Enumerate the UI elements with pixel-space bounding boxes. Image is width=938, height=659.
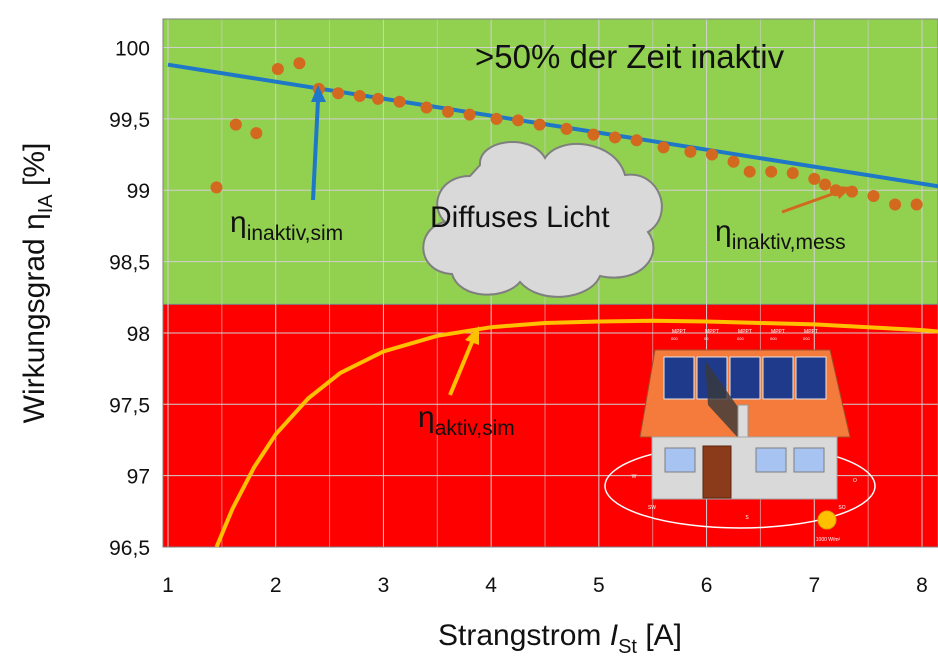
- label-inaktiv-mess: ηinaktiv,mess: [715, 215, 846, 254]
- data-point: [271, 62, 284, 75]
- x-tick-labels: 1 2 3 4 5 6 7 8: [162, 574, 928, 597]
- data-point: [293, 57, 306, 70]
- data-point: [490, 112, 503, 125]
- compass-label: O: [853, 478, 857, 484]
- data-point: [512, 114, 525, 127]
- data-point: [229, 118, 242, 131]
- data-point: [786, 167, 799, 180]
- compass-label: W: [632, 474, 637, 480]
- x-axis-label: Strangstrom ISt [A]: [438, 619, 682, 658]
- data-point: [609, 131, 622, 144]
- compass-label: S: [745, 515, 749, 521]
- data-point: [250, 127, 263, 140]
- data-point: [819, 178, 832, 191]
- arrowhead-inaktiv-mess: [834, 186, 852, 199]
- x-tick-label: 7: [808, 574, 820, 597]
- door: [702, 445, 732, 499]
- data-point: [560, 122, 573, 135]
- x-tick-label: 5: [593, 574, 605, 597]
- data-point: [684, 145, 697, 158]
- arrowhead-inaktiv-sim: [311, 85, 326, 102]
- y-axis-label: Wirkungsgrad ηIA [%]: [18, 143, 57, 424]
- panel-sublabel: 000: [737, 336, 744, 341]
- y-tick-label: 96,5: [109, 537, 150, 560]
- panel-label: MPPT: [738, 329, 752, 335]
- data-point: [420, 101, 433, 114]
- label-inaktiv-sim: ηinaktiv,sim: [230, 206, 343, 245]
- panel-sublabel: 000: [770, 336, 777, 341]
- x-tick-label: 4: [485, 574, 497, 597]
- panel-sublabel: 000: [803, 336, 810, 341]
- panel-sublabel: 000: [671, 336, 678, 341]
- compass-labels: W O SW SO S: [632, 474, 857, 521]
- data-point: [533, 118, 546, 131]
- data-point: [630, 134, 643, 147]
- data-point: [587, 128, 600, 141]
- data-point: [808, 172, 821, 185]
- data-point: [765, 165, 778, 178]
- arrow-aktiv-sim: [448, 341, 474, 396]
- series-line-ηaktiv,sim: [214, 318, 938, 547]
- data-point: [743, 165, 756, 178]
- data-point: [210, 181, 223, 194]
- data-point: [372, 92, 385, 105]
- arrow-inaktiv-mess: [781, 190, 839, 214]
- window-left: [664, 447, 696, 473]
- window-mid: [755, 447, 787, 473]
- panel-label: MPPT: [705, 329, 719, 335]
- cloud-icon: [422, 141, 663, 298]
- y-tick-label: 98,5: [109, 252, 150, 275]
- y-tick-labels: 96,5 97 97,5 98 98,5 99 99,5 100: [109, 38, 150, 560]
- sun-label: 1000 W/m²: [816, 537, 841, 543]
- x-tick-label: 1: [162, 574, 174, 597]
- y-tick-label: 99: [127, 180, 150, 203]
- arrowhead-aktiv-sim: [465, 326, 479, 345]
- arrow-inaktiv-sim: [311, 99, 320, 201]
- data-point: [332, 87, 345, 100]
- data-point: [393, 95, 406, 108]
- label-aktiv-sim: ηaktiv,sim: [418, 401, 515, 440]
- y-tick-label: 99,5: [109, 109, 150, 132]
- panel-sublabel: 00: [704, 336, 709, 341]
- data-point: [442, 105, 455, 118]
- panel-label: MPPT: [804, 329, 818, 335]
- compass-label: SW: [648, 505, 656, 511]
- solar-panels: [663, 356, 827, 400]
- data-point: [705, 148, 718, 161]
- x-tick-label: 6: [701, 574, 713, 597]
- data-point: [889, 198, 902, 211]
- x-tick-label: 3: [378, 574, 390, 597]
- x-tick-label: 2: [270, 574, 282, 597]
- sun-icon: [817, 510, 837, 530]
- y-tick-label: 98: [127, 323, 150, 346]
- annotation-arrows: [311, 85, 852, 396]
- data-point: [867, 189, 880, 202]
- data-point: [463, 108, 476, 121]
- y-tick-label: 97,5: [109, 394, 150, 417]
- data-point: [657, 141, 670, 154]
- plot-area-border: [162, 18, 938, 548]
- cloud-label: Diffuses Licht: [430, 201, 610, 234]
- panel-label: MPPT: [672, 329, 686, 335]
- window-right: [793, 447, 825, 473]
- x-tick-label: 8: [916, 574, 928, 597]
- panel-label: MPPT: [771, 329, 785, 335]
- data-point: [353, 90, 366, 103]
- compass-label: SO: [838, 505, 845, 511]
- y-tick-label: 100: [115, 38, 150, 61]
- inactive-time-label: >50% der Zeit inaktiv: [475, 38, 785, 75]
- data-point: [910, 198, 923, 211]
- y-tick-label: 97: [127, 466, 150, 489]
- data-point: [727, 155, 740, 168]
